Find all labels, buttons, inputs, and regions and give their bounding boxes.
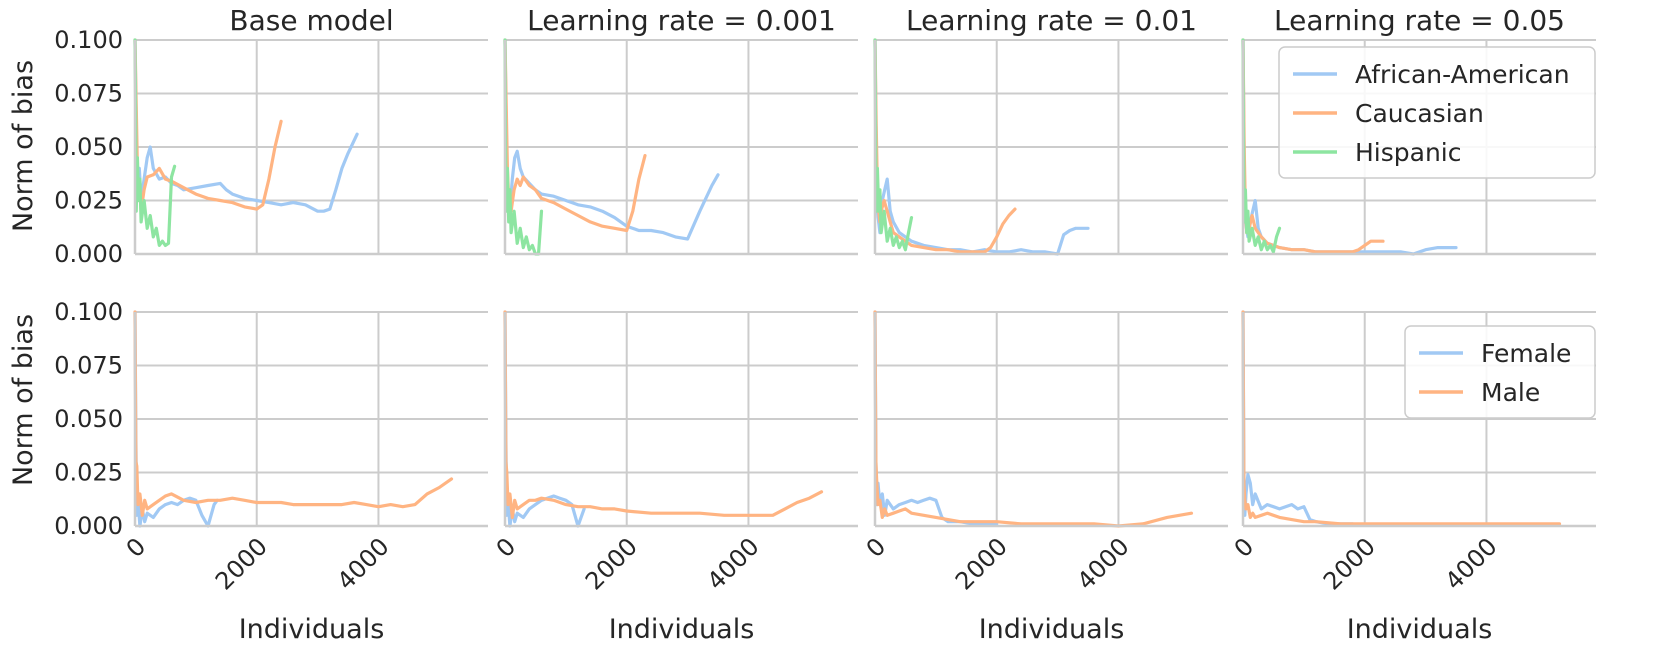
ytick-label: 0.050 — [54, 133, 123, 161]
series-group — [1241, 310, 1562, 526]
series-male — [503, 310, 824, 519]
x-axis-label: Individuals — [1347, 614, 1493, 645]
panel-2-1: 0.000 0.025 0.050 0.075 0.100 0 2000 4000 Indivi… — [54, 298, 488, 645]
series-hispanic — [1241, 38, 1282, 254]
series-caucasian — [503, 38, 647, 233]
series-group — [503, 310, 824, 528]
series-hispanic — [133, 38, 177, 247]
ytick-label: 0.000 — [54, 240, 123, 268]
panels: 0.000 0.025 0.050 0.075 0.100 Base model Learn… — [54, 4, 1596, 645]
x-axis-label: Individuals — [979, 614, 1125, 645]
series-group — [133, 38, 359, 247]
xtick-label: 4000 — [1072, 532, 1135, 595]
xtick-label: 2000 — [580, 532, 643, 595]
legend: Female Male — [1404, 325, 1596, 419]
xtick-label: 0 — [861, 532, 892, 563]
x-axis-label: Individuals — [239, 614, 385, 645]
legend-entry: African-American — [1355, 60, 1570, 89]
legend-box — [1404, 325, 1596, 419]
legend-entry: Caucasian — [1355, 99, 1484, 128]
series-hispanic — [873, 38, 914, 252]
panel-title: Learning rate = 0.001 — [527, 4, 836, 37]
legend-entry: Male — [1481, 378, 1540, 407]
panel-1-1: 0.000 0.025 0.050 0.075 0.100 Base model — [54, 4, 488, 268]
xtick-label: 0 — [491, 532, 522, 563]
xtick-label: 4000 — [1440, 532, 1503, 595]
series-african-american — [133, 38, 359, 213]
grid — [874, 311, 1228, 527]
series-female — [873, 310, 999, 526]
xtick-label: 2000 — [1318, 532, 1381, 595]
series-hispanic — [503, 38, 544, 256]
panel-2-2: 0 2000 4000 Individuals — [491, 310, 858, 645]
grid — [134, 311, 488, 527]
grid — [874, 39, 1228, 255]
xtick-label: 0 — [121, 532, 152, 563]
series-female — [1241, 310, 1355, 526]
panel-2-3: 0 2000 4000 Individuals — [861, 310, 1228, 645]
ytick-label: 0.050 — [54, 405, 123, 433]
panel-title: Base model — [229, 4, 393, 37]
ytick-label: 0.025 — [54, 187, 123, 215]
ytick-label: 0.100 — [54, 298, 123, 326]
legend-entry: Female — [1481, 339, 1571, 368]
series-caucasian — [873, 38, 1017, 254]
xtick-label: 2000 — [950, 532, 1013, 595]
series-group — [873, 38, 1090, 256]
series-male — [1241, 310, 1562, 526]
ylabel-top: Norm of bias — [8, 60, 39, 232]
x-axis-label: Individuals — [609, 614, 755, 645]
panel-1-4: Learning rate = 0.05 African-American Cauc… — [1241, 4, 1596, 256]
ytick-label: 0.100 — [54, 26, 123, 54]
legend-entry: Hispanic — [1355, 138, 1462, 167]
series-african-american — [503, 38, 720, 241]
ytick-label: 0.025 — [54, 459, 123, 487]
xtick-label: 4000 — [332, 532, 395, 595]
series-group — [133, 310, 454, 528]
ytick-label: 0.000 — [54, 512, 123, 540]
ytick-label: 0.075 — [54, 352, 123, 380]
xtick-label: 2000 — [210, 532, 273, 595]
legend-box — [1278, 46, 1596, 179]
panel-2-4: 0 2000 4000 Individuals Female Male — [1229, 310, 1596, 645]
panel-title: Learning rate = 0.05 — [1274, 4, 1565, 37]
ylabel-bottom: Norm of bias — [8, 314, 39, 486]
ytick-label: 0.075 — [54, 80, 123, 108]
grid — [134, 39, 488, 255]
grid — [504, 311, 858, 527]
series-group — [503, 38, 720, 256]
series-male — [133, 310, 454, 517]
panel-title: Learning rate = 0.01 — [906, 4, 1197, 37]
xtick-label: 4000 — [702, 532, 765, 595]
panel-1-3: Learning rate = 0.01 — [873, 4, 1228, 256]
legend: African-American Caucasian Hispanic — [1278, 46, 1596, 179]
grid — [504, 39, 858, 255]
xtick-label: 0 — [1229, 532, 1260, 563]
panel-1-2: Learning rate = 0.001 — [503, 4, 858, 256]
